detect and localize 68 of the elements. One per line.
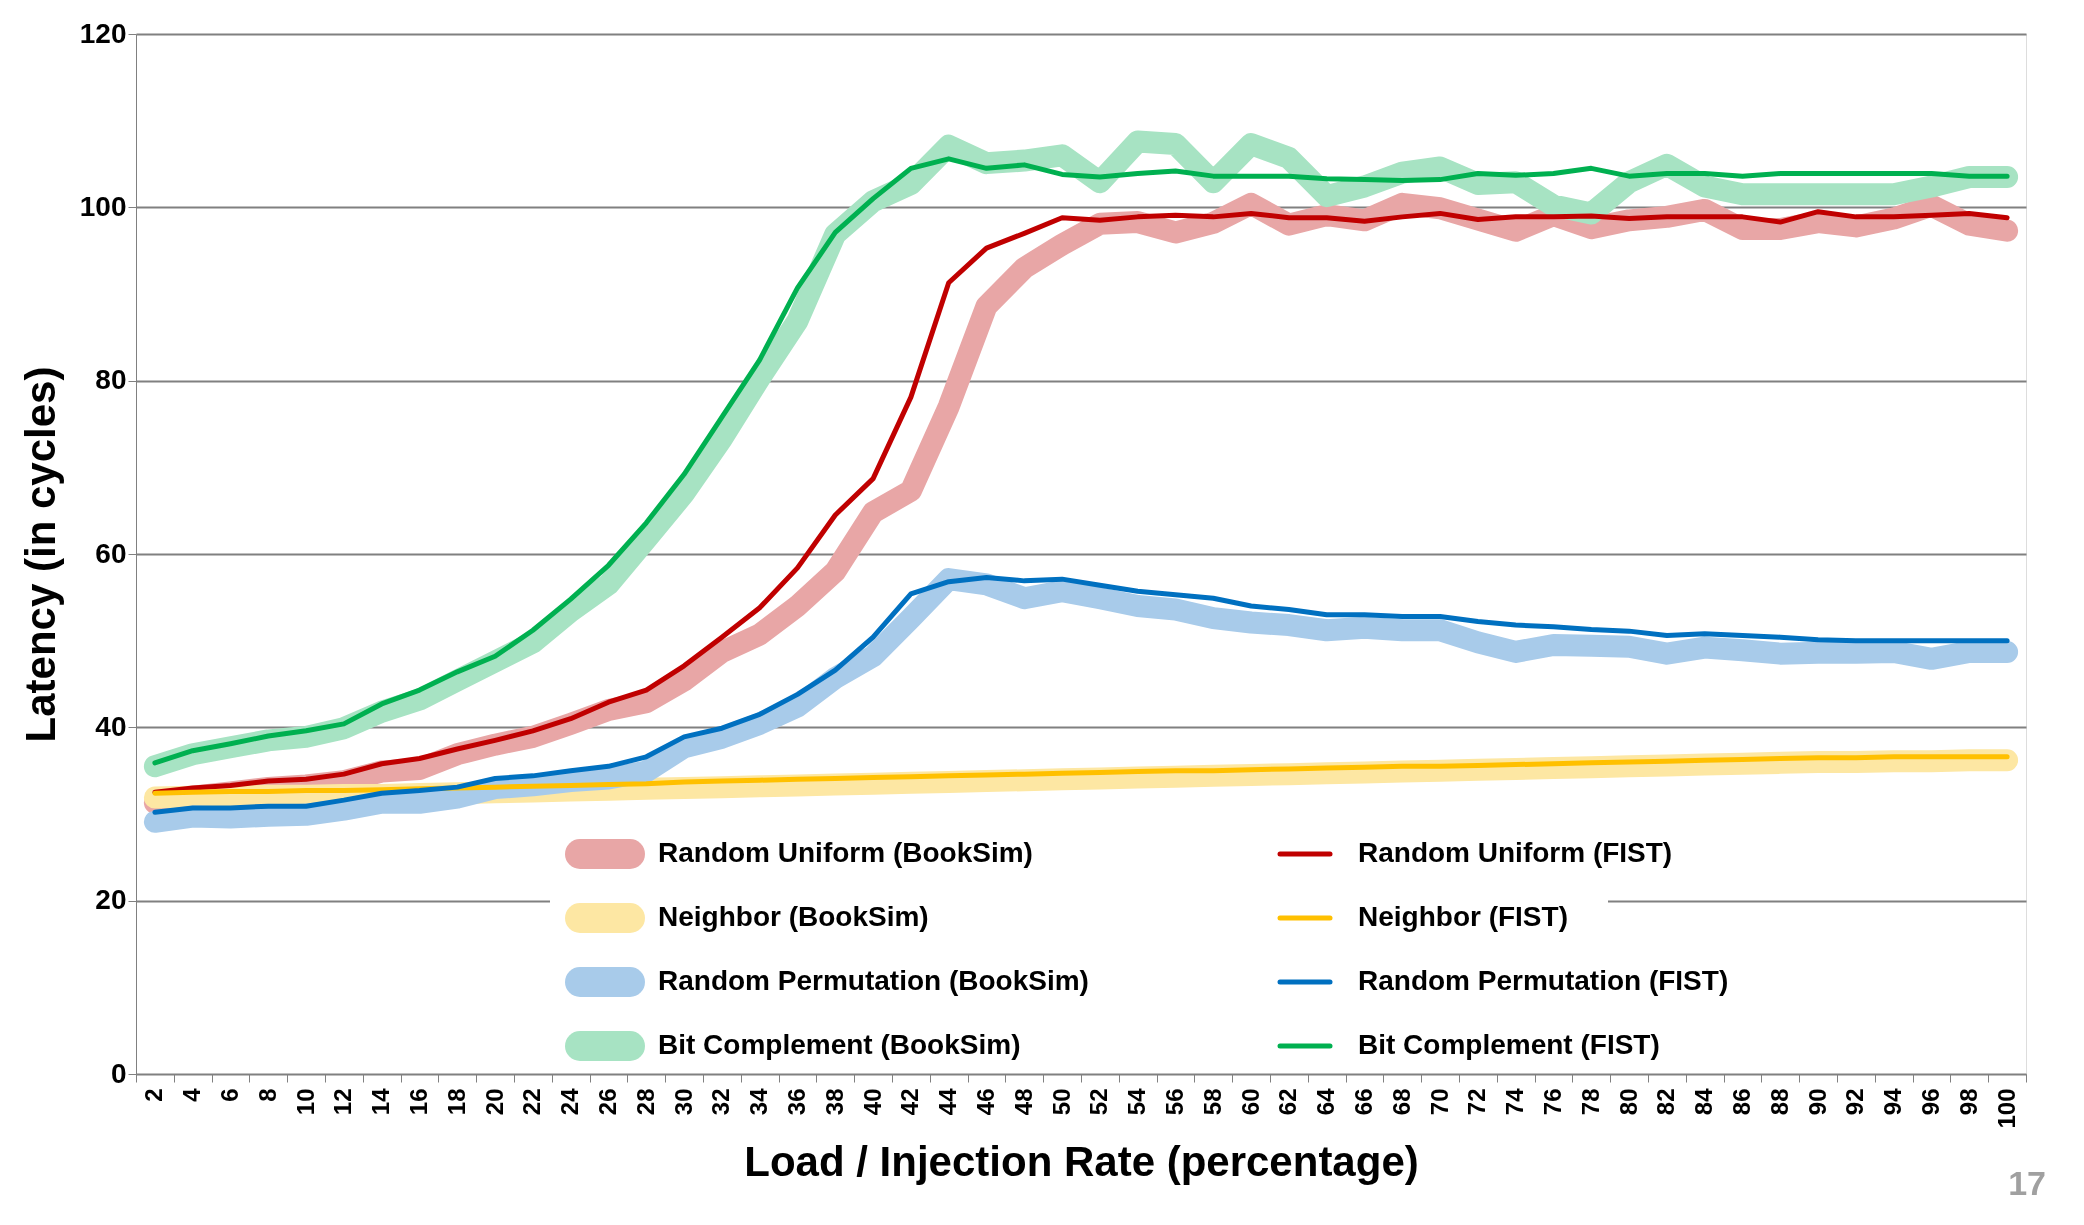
x-tick-label: 74 [1501, 1087, 1529, 1116]
y-tick-label: 20 [95, 884, 127, 916]
x-tick-label: 10 [291, 1088, 319, 1116]
legend-label: Bit Complement (FIST) [1358, 1029, 1660, 1060]
x-tick-label: 28 [631, 1088, 659, 1116]
x-axis-title: Load / Injection Rate (percentage) [744, 1137, 1419, 1185]
text: 17 [2008, 1164, 2046, 1202]
y-tick-label: 80 [95, 364, 127, 396]
x-tick-label: 46 [972, 1088, 999, 1116]
x-tick-label: 94 [1879, 1087, 1907, 1116]
y-axis-title: Latency (in cycles) [16, 366, 64, 743]
x-tick-label: 68 [1387, 1088, 1415, 1116]
legend-label: Random Permutation (FIST) [1358, 965, 1729, 996]
x-tick-label: 6 [216, 1088, 243, 1102]
x-tick-label: 30 [669, 1088, 697, 1116]
x-tick-label: 4 [178, 1087, 206, 1102]
x-tick-label: 76 [1539, 1088, 1566, 1116]
legend-label: Random Permutation (BookSim) [658, 965, 1089, 996]
x-tick-label: 96 [1917, 1088, 1944, 1116]
x-tick-label: 38 [820, 1088, 848, 1116]
x-tick-label: 88 [1765, 1088, 1793, 1116]
x-tick-label: 72 [1463, 1088, 1491, 1116]
x-tick-label: 40 [858, 1088, 886, 1116]
legend-label: Random Uniform (BookSim) [658, 837, 1033, 868]
y-tick-label: 100 [79, 190, 127, 222]
x-tick-label: 14 [367, 1087, 395, 1116]
x-tick-label: 56 [1161, 1088, 1188, 1116]
legend-label: Random Uniform (FIST) [1358, 837, 1673, 868]
x-tick-label: 60 [1236, 1088, 1264, 1116]
x-tick-label: 44 [934, 1087, 962, 1116]
x-tick-label: 8 [253, 1088, 281, 1102]
x-tick-label: 70 [1425, 1088, 1453, 1116]
y-tick-label: 120 [79, 17, 127, 49]
x-tick-label: 86 [1728, 1088, 1755, 1116]
x-tick-label: 54 [1123, 1087, 1151, 1116]
x-tick-label: 48 [1009, 1088, 1037, 1116]
x-tick-label: 16 [405, 1088, 432, 1116]
legend-label: Neighbor (FIST) [1358, 901, 1568, 932]
legend-label: Bit Complement (BookSim) [658, 1029, 1021, 1060]
x-tick-label: 84 [1690, 1087, 1718, 1116]
y-tick-label: 60 [95, 537, 127, 569]
x-tick-label: 12 [329, 1088, 357, 1116]
x-tick-label: 26 [594, 1088, 621, 1116]
x-tick-label: 50 [1047, 1088, 1075, 1116]
x-tick-label: 64 [1312, 1087, 1340, 1116]
x-tick-label: 20 [480, 1088, 508, 1116]
x-tick-label: 98 [1954, 1088, 1982, 1116]
x-tick-label: 58 [1198, 1088, 1226, 1116]
x-tick-label: 62 [1274, 1088, 1302, 1116]
x-tick-label: 18 [442, 1088, 470, 1116]
x-tick-label: 22 [518, 1088, 546, 1116]
x-tick-label: 24 [556, 1087, 584, 1116]
x-tick-label: 36 [783, 1088, 810, 1116]
x-tick-label: 78 [1576, 1088, 1604, 1116]
x-tick-label: 82 [1652, 1088, 1680, 1116]
x-tick-label: 90 [1803, 1088, 1831, 1116]
y-tick-label: 40 [95, 710, 127, 742]
x-tick-label: 32 [707, 1088, 735, 1116]
y-tick-label: 0 [110, 1057, 127, 1089]
x-tick-label: 100 [1992, 1088, 2020, 1129]
x-tick-label: 66 [1350, 1088, 1377, 1116]
x-tick-label: 52 [1085, 1088, 1113, 1116]
x-tick-label: 92 [1841, 1088, 1869, 1116]
x-tick-label: 2 [140, 1088, 168, 1102]
x-tick-label: 80 [1614, 1088, 1642, 1116]
legend-label: Neighbor (BookSim) [658, 901, 929, 932]
x-tick-label: 34 [745, 1087, 773, 1116]
x-tick-label: 42 [896, 1088, 924, 1116]
